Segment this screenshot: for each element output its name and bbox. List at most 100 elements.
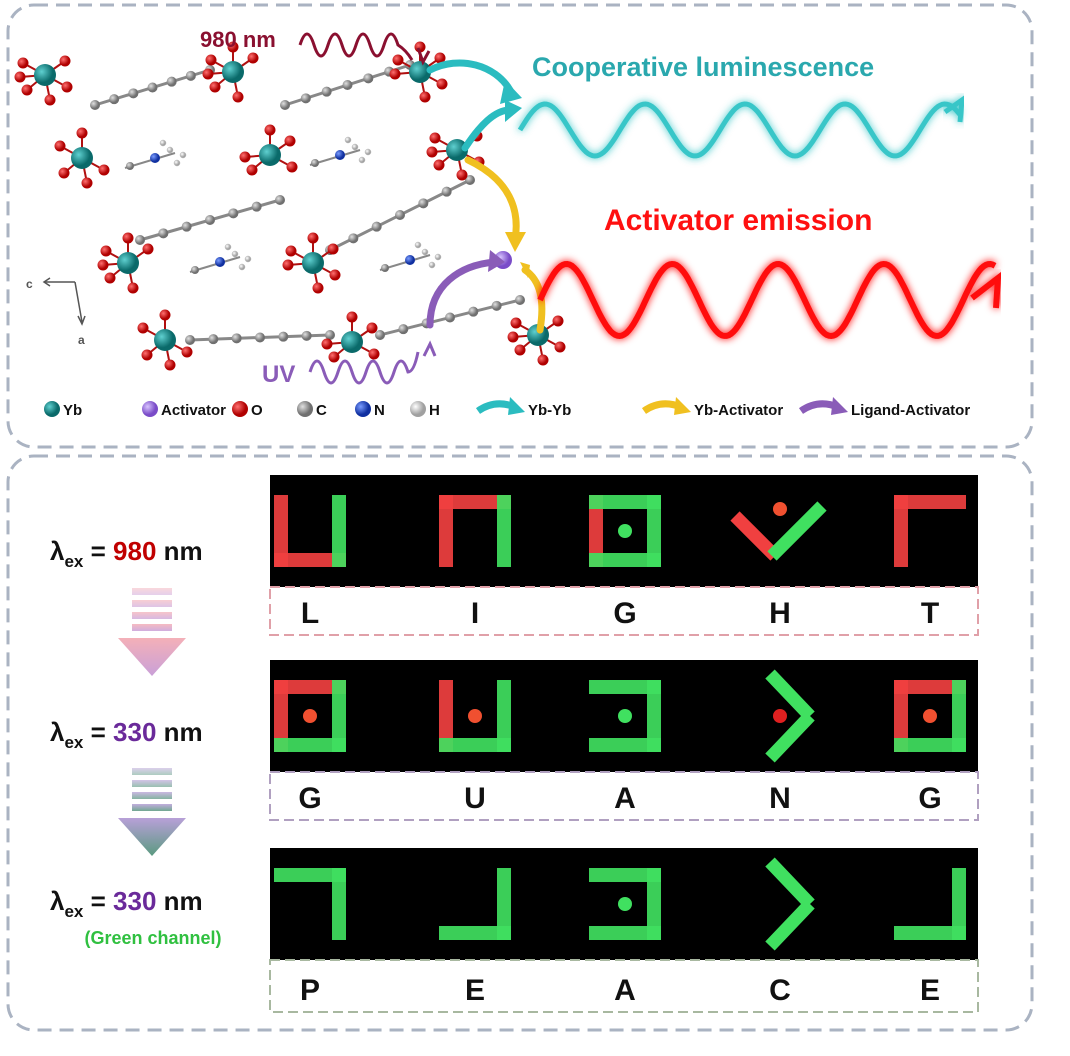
legend-label: Yb bbox=[63, 402, 82, 419]
c-atom bbox=[280, 100, 290, 110]
o-atom bbox=[507, 331, 519, 343]
h-atom bbox=[428, 261, 436, 269]
pattern-glyph bbox=[894, 495, 966, 567]
arrowhead-icon bbox=[416, 47, 431, 66]
pattern-glyph bbox=[765, 669, 815, 763]
pattern-glyph bbox=[439, 495, 511, 567]
h-atom bbox=[364, 148, 372, 156]
pattern-glyph bbox=[274, 680, 346, 752]
decoded-letter: P bbox=[300, 974, 320, 1007]
o-atom bbox=[264, 124, 276, 136]
letter-strip bbox=[269, 959, 979, 1013]
axis-a-label: a bbox=[78, 333, 85, 347]
o-atom bbox=[346, 311, 358, 323]
o-atom bbox=[17, 57, 29, 69]
legend-item: Activator bbox=[142, 401, 226, 419]
o-atom bbox=[247, 52, 259, 64]
c-atom bbox=[441, 186, 452, 197]
yb-atom bbox=[302, 252, 324, 274]
down-arrow-icon bbox=[118, 588, 186, 676]
excitation-label: λex = 330 nm bbox=[50, 717, 203, 752]
yb-atom bbox=[222, 61, 244, 83]
ligand-activator-arrow bbox=[426, 258, 499, 329]
n-atom bbox=[335, 150, 345, 160]
decoded-letter: A bbox=[614, 782, 636, 815]
cooperative-luminescence-label: Cooperative luminescence bbox=[532, 52, 874, 82]
o-atom bbox=[392, 54, 404, 66]
c-atom bbox=[135, 235, 145, 245]
c-atom bbox=[371, 221, 382, 232]
n-atom bbox=[150, 153, 160, 163]
excitation-lambda: λ bbox=[50, 717, 65, 747]
o-atom bbox=[181, 346, 193, 358]
legend-label: N bbox=[374, 402, 385, 419]
c-atom bbox=[418, 198, 429, 209]
excitation-value: 980 bbox=[113, 536, 156, 566]
legend-label: O bbox=[251, 402, 263, 419]
excitation-unit: nm bbox=[156, 717, 202, 747]
o-atom bbox=[321, 338, 333, 350]
o-atom bbox=[433, 159, 445, 171]
n-atom-icon bbox=[355, 401, 371, 417]
decoded-letter: T bbox=[921, 597, 939, 630]
o-atom bbox=[76, 127, 88, 139]
o-atom bbox=[389, 68, 401, 80]
legend: Yb Activator O C N H Yb-Yb Yb-Activator Ligand-A… bbox=[44, 397, 970, 419]
o-atom bbox=[436, 78, 448, 90]
excitation-sub: ex bbox=[64, 552, 83, 571]
o-atom bbox=[510, 317, 522, 329]
o-atom bbox=[286, 161, 298, 173]
980nm-wave-icon bbox=[298, 32, 414, 61]
o-atom bbox=[127, 282, 139, 294]
pattern-glyph bbox=[894, 868, 966, 940]
activator-emission-label: Activator emission bbox=[604, 204, 872, 237]
o-atom bbox=[514, 344, 526, 356]
o-atom bbox=[205, 54, 217, 66]
h-atom bbox=[173, 159, 181, 167]
excitation-label: λex = 980 nm bbox=[50, 536, 203, 571]
c-atom bbox=[208, 334, 219, 345]
yb-atom bbox=[446, 139, 468, 161]
c-atom bbox=[205, 215, 215, 225]
o-atom bbox=[54, 140, 66, 152]
h-atom bbox=[414, 241, 422, 249]
c-atom bbox=[300, 93, 311, 104]
legend-label: Ligand-Activator bbox=[851, 402, 970, 419]
yb-activator-arrow bbox=[521, 266, 546, 334]
o-atom bbox=[209, 81, 221, 93]
activator-emission-wave bbox=[537, 260, 997, 340]
legend-item: Yb-Activator bbox=[641, 397, 783, 419]
yb-atom bbox=[154, 329, 176, 351]
o-atom bbox=[100, 245, 112, 257]
o-atom bbox=[239, 151, 251, 163]
decoded-letter: G bbox=[298, 782, 321, 815]
o-atom bbox=[307, 232, 319, 244]
o-atom bbox=[61, 81, 73, 93]
h-atom bbox=[159, 139, 167, 147]
cooperative-luminescence-wave bbox=[517, 101, 962, 159]
c-atom bbox=[465, 175, 475, 185]
excitation-eq: = bbox=[83, 717, 113, 747]
decoded-letter: G bbox=[613, 597, 636, 630]
c-atom bbox=[278, 331, 289, 342]
c-atom bbox=[185, 70, 196, 81]
decoded-letter: I bbox=[471, 597, 479, 630]
o-atom bbox=[59, 55, 71, 67]
o-atom bbox=[329, 269, 341, 281]
legend-label: Yb-Yb bbox=[528, 402, 571, 419]
activator-atom-icon bbox=[142, 401, 158, 417]
c-atom bbox=[398, 324, 409, 335]
yb-atom bbox=[341, 331, 363, 353]
o-atom bbox=[328, 351, 340, 363]
excitation-lambda: λ bbox=[50, 536, 65, 566]
c-atom bbox=[228, 208, 239, 219]
o-atom bbox=[232, 91, 244, 103]
n-atom bbox=[215, 257, 225, 267]
pattern-glyph bbox=[439, 868, 511, 940]
o-atom bbox=[366, 322, 378, 334]
c-atom bbox=[363, 73, 374, 84]
c-atom bbox=[468, 306, 479, 317]
